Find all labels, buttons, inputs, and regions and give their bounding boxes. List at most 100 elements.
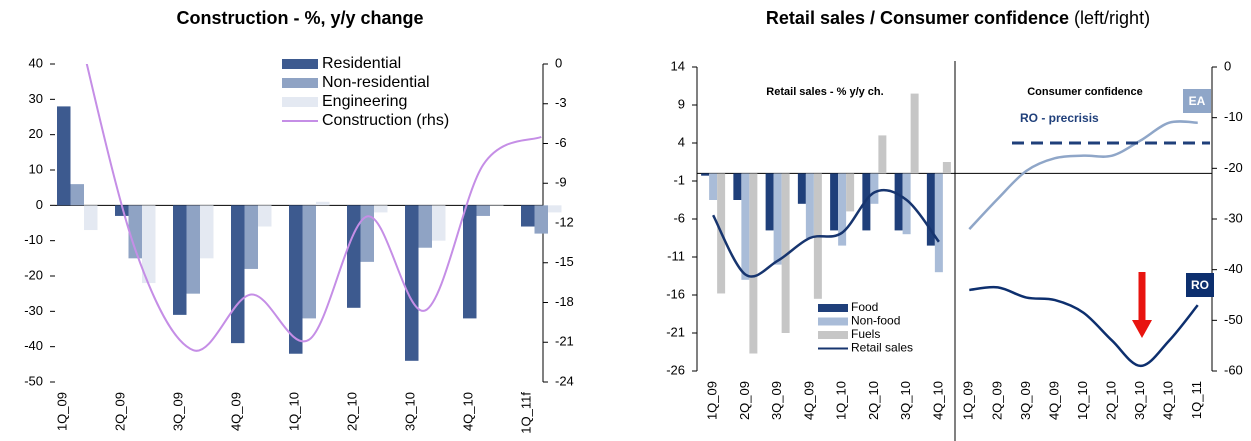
- bar: [878, 135, 887, 174]
- y-tick-label: -11: [667, 248, 685, 263]
- legend-label: Non-food: [851, 314, 900, 328]
- y-tick-label: -21: [666, 324, 685, 339]
- y-tick-label: -26: [666, 362, 685, 377]
- y-tick-label: -10: [24, 232, 43, 247]
- x-tick-label: 1Q_11: [1189, 381, 1204, 419]
- x-tick-label: 3Q_10: [1132, 381, 1147, 420]
- legend-label: Engineering: [322, 93, 407, 110]
- bar: [115, 205, 129, 216]
- x-tick-label: 3Q_09: [170, 392, 185, 431]
- y-tick-label: -20: [24, 267, 43, 282]
- bar: [128, 205, 142, 259]
- bar: [838, 173, 847, 246]
- line-series: [969, 285, 1199, 368]
- y-tick-label: 20: [29, 126, 43, 141]
- y-tick-label: 9: [678, 96, 685, 111]
- bar: [432, 205, 446, 241]
- legend-label: Food: [851, 300, 878, 314]
- bar: [289, 205, 303, 354]
- bar: [870, 173, 879, 204]
- x-tick-label: 3Q_10: [402, 392, 417, 431]
- y-tick-label: 14: [671, 58, 685, 73]
- y-tick-label: -1: [673, 172, 685, 187]
- y2-tick-label: -3: [555, 95, 567, 110]
- y2-tick-label: -30: [1224, 210, 1243, 225]
- bar: [749, 173, 758, 354]
- bar: [894, 173, 903, 231]
- panel-title: Retail sales - % y/y ch.: [766, 86, 883, 98]
- bar: [534, 205, 548, 234]
- bar: [701, 173, 710, 176]
- bar: [231, 205, 245, 344]
- line-series: [85, 64, 542, 352]
- line-series: [968, 120, 1198, 230]
- x-tick-label: 4Q_10: [930, 381, 945, 420]
- x-tick-label: 4Q_10: [460, 392, 475, 431]
- arrow-head: [1132, 320, 1152, 338]
- y-tick-label: -16: [666, 286, 685, 301]
- bar: [463, 205, 477, 319]
- bar: [765, 173, 774, 231]
- x-tick-label: 1Q_11f: [518, 392, 533, 434]
- bar: [521, 205, 535, 227]
- legend-swatch: [282, 97, 318, 107]
- x-tick-label: 4Q_09: [801, 381, 816, 420]
- y-tick-label: 30: [29, 91, 43, 106]
- y2-tick-label: 0: [1224, 58, 1231, 73]
- bar: [797, 173, 806, 204]
- y-tick-label: 0: [36, 197, 43, 212]
- bar: [142, 205, 156, 284]
- legend-swatch: [282, 59, 318, 69]
- x-tick-label: 1Q_10: [286, 392, 301, 431]
- legend-label: Retail sales: [851, 341, 913, 355]
- x-tick-label: 3Q_10: [898, 381, 913, 420]
- y-tick-label: -6: [673, 210, 685, 225]
- bar: [846, 173, 855, 212]
- bar: [805, 173, 814, 238]
- bar: [418, 205, 432, 248]
- y2-tick-label: -24: [555, 373, 574, 388]
- y2-tick-label: 0: [555, 55, 562, 70]
- y-tick-label: 10: [29, 161, 43, 176]
- bar: [934, 173, 943, 273]
- bar: [347, 205, 361, 308]
- x-tick-label: 2Q_10: [1103, 381, 1118, 420]
- y2-tick-label: -60: [1224, 362, 1243, 377]
- series-label-box: [1183, 89, 1211, 113]
- y-tick-label: -30: [24, 303, 43, 318]
- heading-title: Retail sales / Consumer confidence: [766, 8, 1069, 28]
- bar: [302, 205, 316, 319]
- bar: [902, 173, 911, 235]
- bar: [173, 205, 187, 315]
- bar: [258, 205, 272, 227]
- x-tick-label: 4Q_10: [1161, 381, 1176, 420]
- bar: [490, 205, 504, 206]
- bar: [476, 205, 490, 216]
- y2-tick-label: -6: [555, 135, 567, 150]
- legend-label: Fuels: [851, 327, 880, 341]
- chart: -26 -21 -16 -11 -6 -1 4 9 14 1Q_09 2Q_09 3Q_09 4Q_09…: [666, 58, 1212, 441]
- chart: -50-40-30-20-10010203040-24-21-18-15-12-…: [24, 55, 574, 434]
- y2-tick-label: -15: [555, 254, 574, 269]
- bar: [773, 173, 782, 265]
- bar: [200, 205, 214, 259]
- legend-swatch: [818, 304, 848, 312]
- legend-label: Non-residential: [322, 74, 430, 91]
- x-tick-label: 1Q_10: [834, 381, 849, 420]
- bar: [360, 205, 374, 262]
- bar: [374, 205, 388, 213]
- panel-title: Consumer confidence: [1027, 86, 1143, 98]
- bar: [942, 162, 951, 174]
- bar: [548, 205, 562, 213]
- x-tick-label: 1Q_09: [705, 381, 720, 420]
- x-tick-label: 1Q_09: [54, 392, 69, 431]
- legend-label: Residential: [322, 55, 401, 72]
- y2-tick-label: -21: [555, 334, 574, 349]
- bar: [709, 173, 718, 200]
- series-label-box: [1186, 273, 1214, 297]
- legend-swatch: [282, 78, 318, 88]
- bar: [316, 201, 330, 206]
- x-tick-label: 2Q_09: [989, 381, 1004, 420]
- bar: [84, 205, 98, 231]
